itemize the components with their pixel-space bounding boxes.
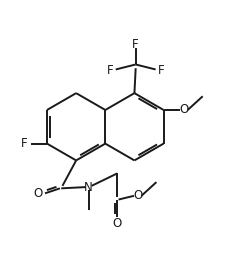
Text: O: O xyxy=(133,189,142,202)
Text: F: F xyxy=(107,64,113,77)
Text: F: F xyxy=(158,64,165,77)
Text: N: N xyxy=(84,181,93,193)
Text: F: F xyxy=(21,137,28,150)
Text: O: O xyxy=(179,104,189,116)
Text: O: O xyxy=(34,187,43,200)
Text: O: O xyxy=(113,217,122,230)
Text: F: F xyxy=(132,38,139,51)
